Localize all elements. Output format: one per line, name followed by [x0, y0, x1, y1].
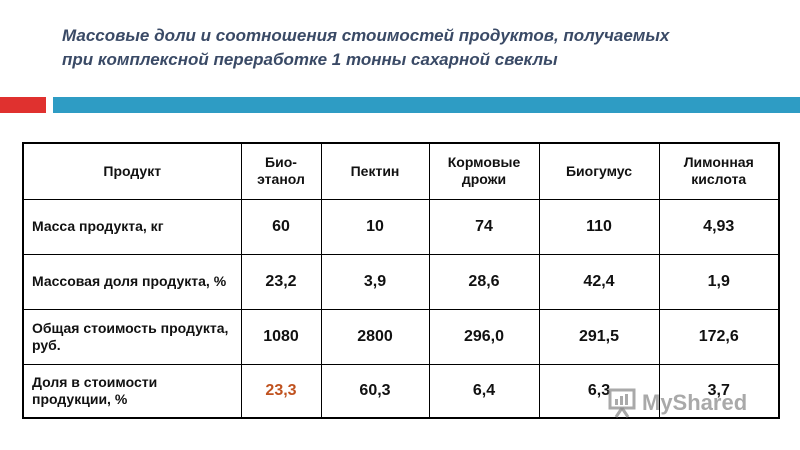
header-feed-yeast: Кормовые дрожи — [428, 142, 540, 200]
table-cell: 28,6 — [428, 253, 540, 310]
table-cell: 1080 — [240, 308, 322, 365]
table-cell: 6,3 — [538, 363, 660, 419]
table-row: Масса продукта, кг 60 10 74 110 4,93 — [22, 198, 780, 255]
table-cell: 296,0 — [428, 308, 540, 365]
table-cell: 6,4 — [428, 363, 540, 419]
header-citric-acid: Лимонная кислота — [658, 142, 780, 200]
table-cell: 42,4 — [538, 253, 660, 310]
watermark-text: MyShared — [642, 390, 748, 415]
table-cell: 3,7 — [658, 363, 780, 419]
table-row: Массовая доля продукта, % 23,2 3,9 28,6 … — [22, 253, 780, 310]
table-cell: 172,6 — [658, 308, 780, 365]
table-cell: 74 — [428, 198, 540, 255]
table-row: Доля в стоимости продукции, % 23,3 60,3 … — [22, 363, 780, 419]
table-row: Общая стоимость продукта, руб. 1080 2800… — [22, 308, 780, 365]
header-pectin: Пектин — [320, 142, 430, 200]
table-cell: 60,3 — [320, 363, 430, 419]
header-biohumus: Биогумус — [538, 142, 660, 200]
table-cell: 291,5 — [538, 308, 660, 365]
accent-bar-blue — [53, 97, 800, 113]
slide-title-line-2: при комплексной переработке 1 тонны саха… — [62, 50, 558, 69]
row-label: Доля в стоимости продукции, % — [22, 363, 242, 419]
accent-bar-red — [0, 97, 46, 113]
table-cell: 110 — [538, 198, 660, 255]
table-cell: 3,9 — [320, 253, 430, 310]
header-bioethanol: Био-этанол — [240, 142, 322, 200]
table-cell: 4,93 — [658, 198, 780, 255]
presentation-board-icon — [608, 388, 636, 418]
table-cell: 1,9 — [658, 253, 780, 310]
table-cell-highlighted: 23,3 — [240, 363, 322, 419]
table-cell: 10 — [320, 198, 430, 255]
slide-title-line-1: Массовые доли и соотношения стоимостей п… — [62, 26, 670, 45]
watermark: MyShared — [608, 388, 747, 418]
table-cell: 60 — [240, 198, 322, 255]
header-product: Продукт — [22, 142, 242, 200]
row-label: Массовая доля продукта, % — [22, 253, 242, 310]
table-cell: 23,2 — [240, 253, 322, 310]
products-table: Продукт Био-этанол Пектин Кормовые дрожи … — [22, 142, 780, 419]
row-label: Масса продукта, кг — [22, 198, 242, 255]
row-label: Общая стоимость продукта, руб. — [22, 308, 242, 365]
slide-title: Массовые доли и соотношения стоимостей п… — [62, 24, 762, 72]
table-cell: 2800 — [320, 308, 430, 365]
table-header-row: Продукт Био-этанол Пектин Кормовые дрожи … — [22, 142, 780, 200]
